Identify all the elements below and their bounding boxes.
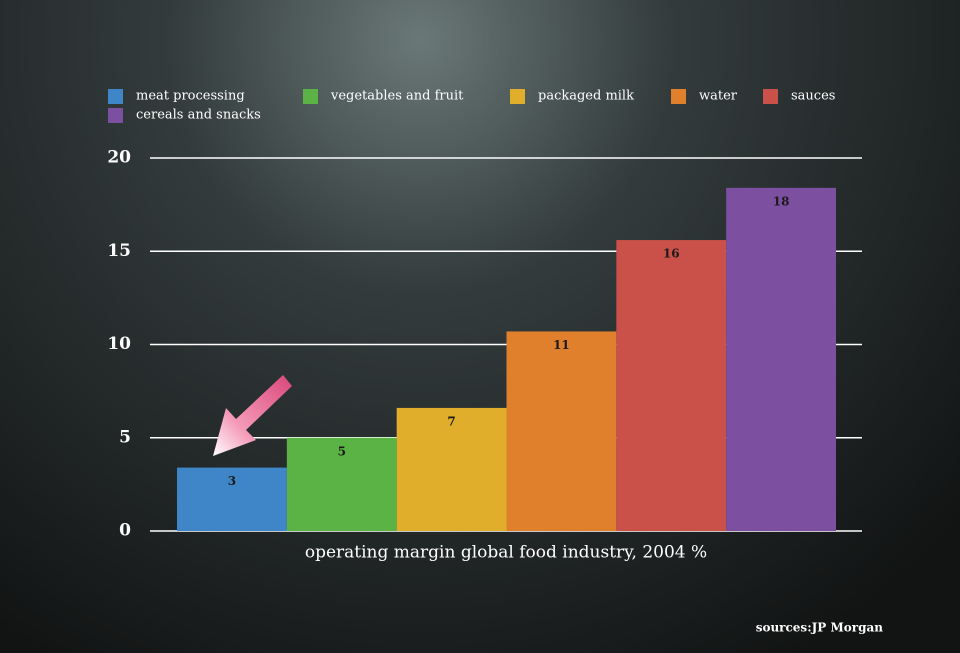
value-label: 3 [228, 474, 236, 488]
arrow [213, 375, 292, 456]
source: sources:JP Morgan [756, 621, 884, 635]
value-label: 18 [773, 194, 790, 208]
bar [506, 331, 617, 531]
legend-label: vegetables and fruit [330, 89, 464, 104]
bar [396, 407, 507, 531]
value-label: 5 [338, 444, 346, 458]
value-label: 11 [553, 338, 570, 352]
bar [177, 467, 287, 531]
legend-swatch [671, 89, 686, 104]
y-tick-label: 5 [119, 427, 131, 447]
y-tick-label: 0 [119, 521, 131, 541]
plot-area: 0 5 10 15 20 3 5 7 11 16 18 meat processing vegetabl… [107, 89, 862, 541]
y-tick-label: 15 [107, 241, 131, 261]
bar [616, 240, 727, 531]
bar [726, 187, 836, 531]
legend-label: packaged milk [538, 89, 634, 104]
legend-label: meat processing [136, 89, 245, 104]
legend-label: cereals and snacks [136, 108, 261, 123]
value-label: 16 [663, 247, 680, 261]
legend-swatch [763, 89, 778, 104]
y-tick-label: 20 [107, 148, 131, 168]
legend-label: sauces [791, 89, 835, 104]
legend-swatch [303, 89, 318, 104]
x-axis-label: operating margin global food industry, 2… [305, 543, 707, 563]
y-tick-label: 10 [107, 334, 131, 354]
legend-label: water [699, 89, 738, 104]
value-label: 7 [447, 414, 455, 428]
legend-swatch [108, 89, 123, 104]
legend-swatch [108, 108, 123, 123]
legend-swatch [510, 89, 525, 104]
bar [286, 437, 397, 531]
